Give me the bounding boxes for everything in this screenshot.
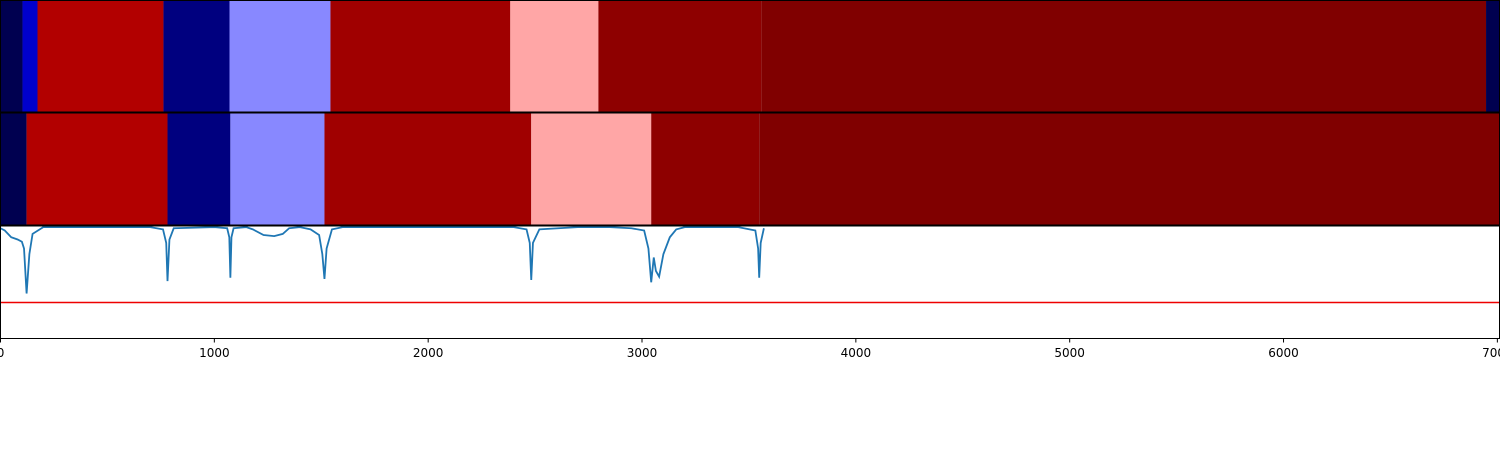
x-tick-label: 2000 <box>413 346 444 360</box>
segment <box>761 0 1487 112</box>
segment <box>324 113 532 225</box>
x-tick-label: 1000 <box>199 346 230 360</box>
x-tick-label: 6000 <box>1268 346 1299 360</box>
x-tick-label: 0 <box>0 346 4 360</box>
segment <box>330 0 511 112</box>
segment <box>229 0 331 112</box>
segment <box>163 0 230 112</box>
segment <box>167 113 231 225</box>
segment <box>1486 0 1500 112</box>
panel-frame <box>0 225 1500 339</box>
segment <box>531 113 652 225</box>
segment <box>26 113 168 225</box>
x-tick-label: 4000 <box>841 346 872 360</box>
x-tick-label: 7000 <box>1482 346 1500 360</box>
segment <box>651 113 760 225</box>
x-tick-label: 5000 <box>1054 346 1085 360</box>
segment <box>22 0 38 112</box>
segment <box>759 113 1500 225</box>
segment <box>0 113 27 225</box>
segment <box>510 0 599 112</box>
segment <box>37 0 164 112</box>
score-line <box>0 226 765 294</box>
segment <box>0 0 23 112</box>
x-tick-label: 3000 <box>627 346 658 360</box>
segment <box>230 113 325 225</box>
segment <box>598 0 762 112</box>
